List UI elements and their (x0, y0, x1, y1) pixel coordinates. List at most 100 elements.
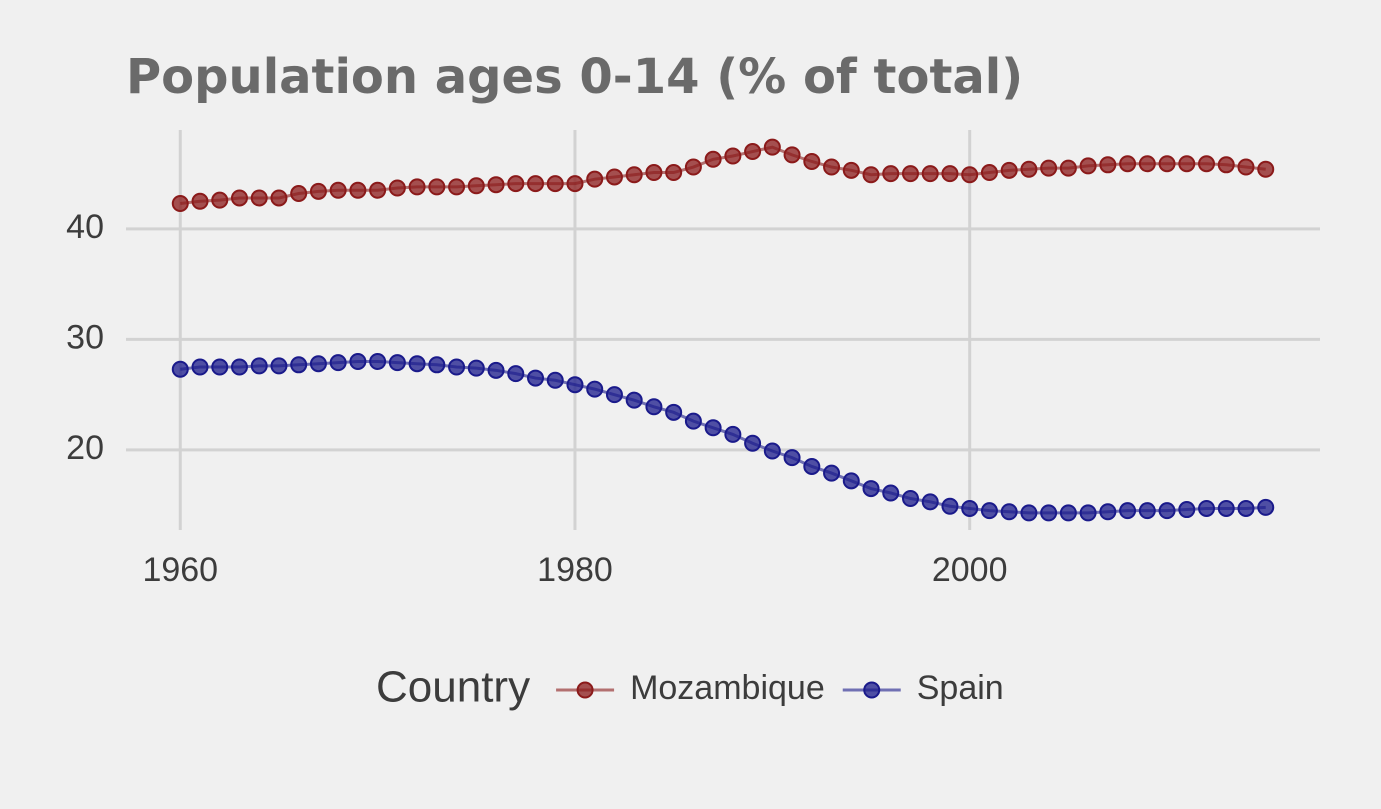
data-point (961, 166, 979, 184)
data-point (191, 192, 209, 210)
data-point (1198, 155, 1216, 173)
data-point (605, 386, 623, 404)
data-point (704, 150, 722, 168)
data-point (1217, 156, 1235, 174)
data-point (803, 152, 821, 170)
data-point (980, 164, 998, 182)
data-point (1217, 499, 1235, 517)
y-tick-label: 20 (66, 429, 104, 467)
data-point (487, 361, 505, 379)
data-point (1099, 156, 1117, 174)
data-point (507, 365, 525, 383)
data-point (349, 181, 367, 199)
data-point (763, 442, 781, 460)
data-point (211, 191, 229, 209)
data-point (1000, 161, 1018, 179)
data-point (763, 138, 781, 156)
data-point (1000, 503, 1018, 521)
data-point (309, 182, 327, 200)
data-point (467, 177, 485, 195)
data-point (862, 166, 880, 184)
legend-label: Mozambique (630, 669, 825, 707)
data-point (527, 369, 545, 387)
data-point (1020, 504, 1038, 522)
data-point (487, 176, 505, 194)
plot-area (171, 138, 1275, 522)
data-point (171, 194, 189, 212)
data-point (250, 189, 268, 207)
data-point (724, 147, 742, 165)
data-point (684, 158, 702, 176)
data-point (566, 376, 584, 394)
data-point (290, 356, 308, 374)
data-point (1237, 499, 1255, 517)
data-point (1257, 160, 1275, 178)
legend-title: Country (376, 663, 530, 712)
data-point (546, 371, 564, 389)
data-point (1059, 504, 1077, 522)
data-point (1138, 155, 1156, 173)
data-point (290, 185, 308, 203)
data-point (171, 360, 189, 378)
data-point (625, 391, 643, 409)
data-point (586, 170, 604, 188)
data-point (349, 352, 367, 370)
data-point (211, 358, 229, 376)
data-point (329, 354, 347, 372)
data-point (1059, 159, 1077, 177)
x-tick-label: 1980 (537, 551, 613, 589)
data-point (1119, 155, 1137, 173)
legend-label: Spain (917, 669, 1004, 707)
data-point (1158, 155, 1176, 173)
data-point (823, 464, 841, 482)
x-tick-label: 1960 (142, 551, 218, 589)
data-point (744, 434, 762, 452)
data-point (408, 178, 426, 196)
data-point (704, 419, 722, 437)
data-point (645, 164, 663, 182)
data-point (941, 165, 959, 183)
data-point (467, 359, 485, 377)
data-point (625, 166, 643, 184)
legend-key-point (863, 681, 881, 699)
y-tick-label: 40 (66, 208, 104, 246)
data-point (744, 143, 762, 161)
data-point (882, 484, 900, 502)
data-point (980, 502, 998, 520)
data-point (1079, 504, 1097, 522)
data-point (1178, 501, 1196, 519)
data-point (823, 158, 841, 176)
data-point (665, 164, 683, 182)
data-point (901, 490, 919, 508)
data-point (901, 165, 919, 183)
data-point (1178, 155, 1196, 173)
data-point (724, 425, 742, 443)
data-point (921, 493, 939, 511)
data-point (1257, 498, 1275, 516)
data-point (842, 161, 860, 179)
data-point (605, 168, 623, 186)
data-point (1119, 502, 1137, 520)
data-point (941, 497, 959, 515)
data-point (961, 499, 979, 517)
data-point (250, 357, 268, 375)
data-point (369, 181, 387, 199)
data-point (921, 165, 939, 183)
data-point (329, 181, 347, 199)
data-point (645, 398, 663, 416)
data-point (1158, 502, 1176, 520)
data-point (1099, 503, 1117, 521)
data-point (783, 449, 801, 467)
legend: Country Mozambique Spain (376, 663, 1004, 712)
data-point (428, 178, 446, 196)
data-point (1237, 158, 1255, 176)
data-point (882, 165, 900, 183)
data-point (388, 354, 406, 372)
data-point (1020, 160, 1038, 178)
grid: 20 30 40 1960 1980 2000 (66, 130, 1320, 589)
x-tick-label: 2000 (932, 551, 1008, 589)
data-point (507, 175, 525, 193)
